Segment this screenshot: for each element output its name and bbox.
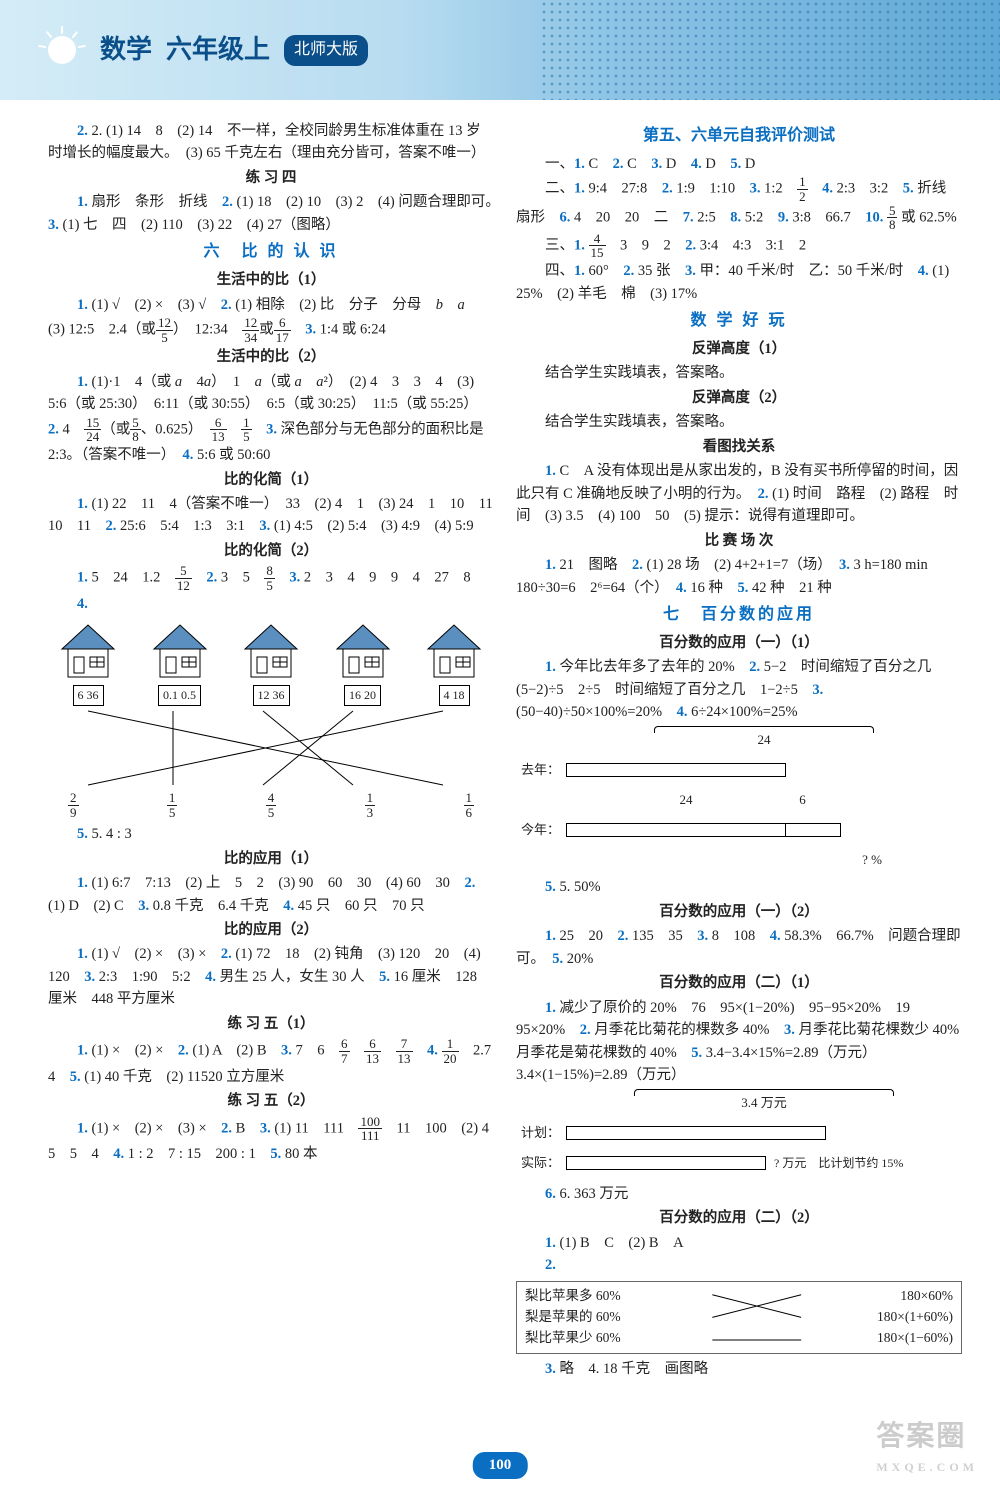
fraction-row: 29 15 45 13 16 <box>48 791 494 819</box>
right-column: 第五、六单元自我评价测试 一、1. C 2. C 3. D 4. D 5. D … <box>516 120 962 1380</box>
answer-line: 1. 扇形 条形 折线 2. (1) 18 (2) 10 (3) 2 (4) 问… <box>48 191 494 236</box>
answer-line: 1. (1) √ (2) × (3) × 2. (1) 72 18 (2) 钝角… <box>48 943 494 1010</box>
frac: 16 <box>464 791 475 819</box>
sub-title: 百分数的应用（二）（2） <box>516 1207 962 1229</box>
frac: 15 <box>167 791 178 819</box>
house-item: 16 20 <box>329 619 397 706</box>
answer-line: 4. <box>48 593 494 615</box>
sub-title: 反弹高度（2） <box>516 387 962 409</box>
chapter-title: 数 学 好 玩 <box>516 309 962 334</box>
frac: 45 <box>266 791 277 819</box>
left-column: 2. 2. (1) 14 8 (2) 14 不一样，全校同龄男生标准体重在 13… <box>48 120 494 1380</box>
sub-title: 反弹高度（1） <box>516 338 962 360</box>
grade: 六年级上 <box>166 30 270 70</box>
content-columns: 2. 2. (1) 14 8 (2) 14 不一样，全校同龄男生标准体重在 13… <box>0 100 1000 1400</box>
houses-row: 6 36 0.1 0.5 12 36 16 20 4 18 <box>48 619 494 706</box>
page-header: 数学 六年级上 北师大版 <box>0 0 1000 100</box>
answer-line: 5. 5. 4 : 3 <box>48 823 494 845</box>
sub-title: 百分数的应用（一）（2） <box>516 901 962 923</box>
bracket-label: 24 <box>516 730 962 750</box>
sub-title: 百分数的应用（二）（1） <box>516 972 962 994</box>
answer-line: 结合学生实践填表，答案略。 <box>516 362 962 384</box>
sub-title: 比 赛 场 次 <box>516 530 962 552</box>
answer-line: 3. 略 4. 18 千克 画图略 <box>516 1358 962 1380</box>
house-item: 0.1 0.5 <box>146 619 214 706</box>
answer-line: 1. (1) B C (2) B A <box>516 1232 962 1254</box>
sub-title: 比的应用（2） <box>48 919 494 941</box>
cross-match-box: 梨比苹果多 60%180×60% 梨是苹果的 60%180×(1+60%) 梨比… <box>516 1281 962 1354</box>
answer-line: 一、1. C 2. C 3. D 4. D 5. D <box>516 153 962 175</box>
frac: 13 <box>365 791 376 819</box>
answer-line: 1. C A 没有体现出是从家出发的，B 没有买书所停留的时间，因此只有 C 准… <box>516 460 962 527</box>
sub-title: 比的化简（1） <box>48 469 494 491</box>
chapter-title: 七 百分数的应用 <box>516 603 962 628</box>
answer-line: 1. 今年比去年多了去年的 20% 2. 5−2 时间缩短了百分之几 (5−2)… <box>516 656 962 723</box>
chapter-title: 第五、六单元自我评价测试 <box>516 124 962 149</box>
answer-line: 结合学生实践填表，答案略。 <box>516 411 962 433</box>
answer-line: 三、1. 415 3 9 2 2. 3:4 4:3 3:1 2 <box>516 232 962 260</box>
chapter-title: 六 比 的 认 识 <box>48 240 494 265</box>
question-label: ? % <box>516 850 962 870</box>
page-number: 100 <box>473 1452 528 1479</box>
bar-diagram-2: 3.4 万元 计划： 实际：? 万元 比计划节约 15% <box>516 1093 962 1173</box>
bar-diagram-1: 24 去年： 24 6 今年： ? % <box>516 730 962 871</box>
answer-line: 6. 6. 363 万元 <box>516 1183 962 1205</box>
answer-line: 1. (1) × (2) × 2. (1) A (2) B 3. 7 6 67 … <box>48 1037 494 1088</box>
house-item: 4 18 <box>420 619 488 706</box>
header-title: 数学 六年级上 北师大版 <box>100 30 368 70</box>
answer-line: 1. (1)·1 4（或 a 4a） 1 a（或 a a²） (2) 4 3 3… <box>48 371 494 467</box>
sub-title: 看图找关系 <box>516 436 962 458</box>
matching-lines <box>48 709 494 789</box>
sub-title: 百分数的应用（一）（1） <box>516 632 962 654</box>
sub-title: 生活中的比（1） <box>48 269 494 291</box>
sub-title: 比的化简（2） <box>48 540 494 562</box>
subject: 数学 <box>100 30 152 70</box>
intro-text: 2. 2. (1) 14 8 (2) 14 不一样，全校同龄男生标准体重在 13… <box>48 120 494 165</box>
answer-line: 四、1. 60° 2. 35 张 3. 甲：40 千米/时 乙：50 千米/时 … <box>516 260 962 305</box>
sub-title: 生活中的比（2） <box>48 346 494 368</box>
mid-label: 24 6 <box>516 790 962 810</box>
answer-line: 2. <box>516 1254 962 1276</box>
answer-line: 1. (1) 22 11 4（答案不唯一） 33 (2) 4 1 (3) 24 … <box>48 493 494 538</box>
answer-line: 1. 减少了原价的 20% 76 95×(1−20%) 95−95×20% 19… <box>516 997 962 1087</box>
answer-line: 二、1. 9:4 27:8 2. 1:9 1:10 3. 1:2 12 4. 2… <box>516 175 962 232</box>
answer-line: 1. 21 图略 2. (1) 28 场 (2) 4+2+1=7（场） 3. 3… <box>516 554 962 599</box>
header-bg-dots <box>540 0 1000 100</box>
section-title: 练 习 四 <box>48 167 494 189</box>
sub-title: 练 习 五（1） <box>48 1013 494 1035</box>
answer-line: 1. (1) √ (2) × (3) √ 2. (1) 相除 (2) 比 分子 … <box>48 294 494 345</box>
house-item: 6 36 <box>54 619 122 706</box>
watermark: 答案圈 MXQE.COM <box>876 1415 978 1477</box>
sub-title: 比的应用（1） <box>48 848 494 870</box>
house-item: 12 36 <box>237 619 305 706</box>
answer-line: 1. (1) × (2) × (3) × 2. B 3. (1) 11 111 … <box>48 1115 494 1166</box>
answer-line: 1. (1) 6:7 7:13 (2) 上 5 2 (3) 90 60 30 (… <box>48 872 494 917</box>
edition-badge: 北师大版 <box>284 35 368 66</box>
answer-line: 5. 5. 50% <box>516 876 962 898</box>
houses-matching-diagram: 6 36 0.1 0.5 12 36 16 20 4 18 <box>48 619 494 819</box>
answer-line: 1. 5 24 1.2 512 2. 3 5 85 3. 2 3 4 9 9 4… <box>48 564 494 592</box>
sub-title: 练 习 五（2） <box>48 1090 494 1112</box>
answer-line: 1. 25 20 2. 135 35 3. 8 108 4. 58.3% 66.… <box>516 925 962 970</box>
sun-icon <box>40 28 84 72</box>
frac: 29 <box>68 791 79 819</box>
